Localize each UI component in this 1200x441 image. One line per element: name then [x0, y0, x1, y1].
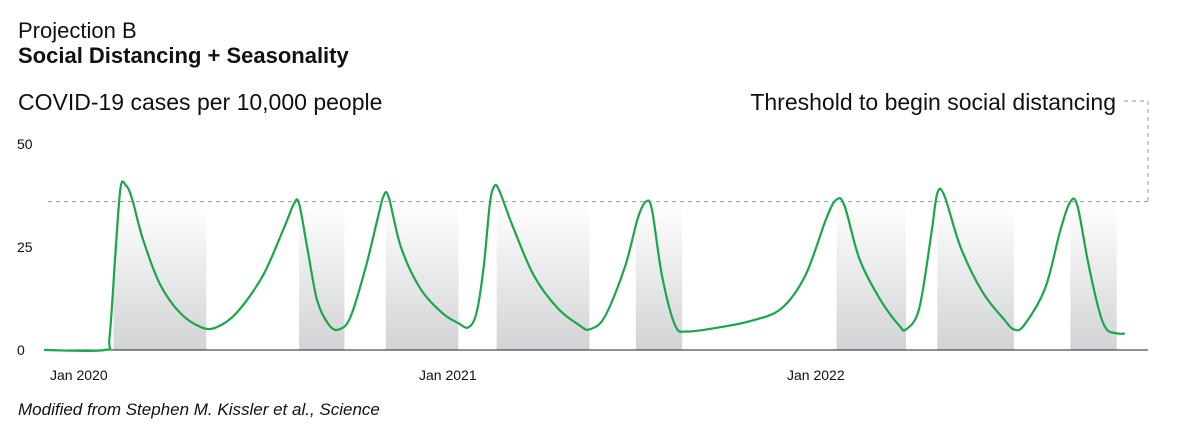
x-tick-label: Jan 2020 — [50, 367, 108, 383]
x-tick-label: Jan 2022 — [787, 367, 845, 383]
distancing-periods — [113, 201, 1117, 350]
y-tick-label: 50 — [17, 136, 33, 152]
threshold-line-group — [48, 100, 1149, 203]
y-axis-label: COVID-19 cases per 10,000 people — [18, 89, 383, 115]
source-caption: Modified from Stephen M. Kissler et al.,… — [18, 400, 380, 419]
cases-series-line — [43, 180, 1125, 353]
series-group — [43, 180, 1125, 353]
distancing-period — [113, 201, 207, 350]
distancing-period — [496, 201, 590, 350]
chart-subtitle: Social Distancing + Seasonality — [18, 43, 349, 68]
x-tick-label: Jan 2021 — [419, 367, 477, 383]
distancing-period — [937, 201, 1014, 350]
distancing-period — [385, 201, 459, 350]
axis-group: 0 25 50 Jan 2020 Jan 2021 Jan 2022 — [17, 136, 1148, 383]
threshold-connector — [1124, 100, 1149, 202]
distancing-period — [299, 201, 345, 350]
y-tick-label: 0 — [17, 342, 25, 358]
distancing-period — [836, 201, 907, 350]
threshold-label: Threshold to begin social distancing — [750, 89, 1116, 115]
chart-title: Projection B — [18, 18, 137, 43]
y-tick-label: 25 — [17, 239, 33, 255]
distancing-period — [1070, 201, 1117, 350]
